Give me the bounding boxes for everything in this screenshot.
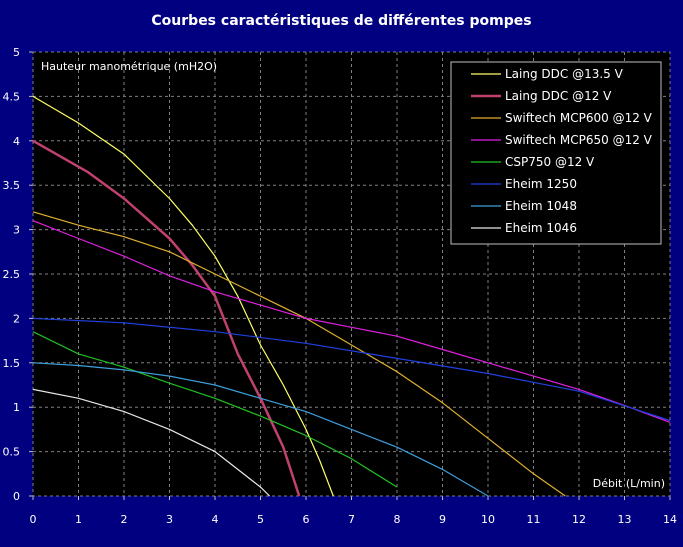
y-tick-label: 2 (13, 312, 20, 325)
series-line-1 (32, 139, 301, 497)
y-tick-label: 4.5 (3, 90, 21, 103)
legend-box (450, 61, 662, 245)
x-tick-label: 11 (527, 513, 541, 526)
x-tick-label: 0 (30, 513, 37, 526)
legend-label: Swiftech MCP650 @12 V (505, 133, 653, 147)
x-tick-label: 13 (618, 513, 632, 526)
series-line-3 (32, 220, 671, 423)
legend-label: Swiftech MCP600 @12 V (505, 111, 653, 125)
x-tick-label: 5 (257, 513, 264, 526)
y-tick-label: 4 (13, 135, 20, 148)
x-tick-label: 6 (303, 513, 310, 526)
legend-label: CSP750 @12 V (505, 155, 595, 169)
y-tick-label: 0.5 (3, 446, 21, 459)
y-tick-label: 1 (13, 401, 20, 414)
x-tick-label: 12 (572, 513, 586, 526)
series-line-6 (32, 362, 489, 497)
series-line-4 (32, 331, 398, 488)
y-axis-label: Hauteur manométrique (mH2O) (41, 60, 217, 73)
y-tick-label: 1.5 (3, 357, 21, 370)
x-tick-label: 4 (212, 513, 219, 526)
x-tick-label: 1 (75, 513, 82, 526)
x-tick-label: 10 (481, 513, 495, 526)
y-tick-label: 3 (13, 224, 20, 237)
x-tick-label: 14 (663, 513, 677, 526)
y-tick-label: 2.5 (3, 268, 21, 281)
x-tick-label: 2 (121, 513, 128, 526)
y-tick-label: 5 (13, 46, 20, 59)
x-axis-label: Débit (L/min) (593, 477, 665, 490)
chart-title: Courbes caractéristiques de différentes … (151, 13, 531, 29)
x-tick-label: 3 (166, 513, 173, 526)
series-line-5 (32, 317, 671, 422)
legend-label: Laing DDC @13.5 V (505, 67, 624, 81)
y-tick-label: 0 (13, 490, 20, 503)
legend-label: Laing DDC @12 V (505, 89, 612, 103)
legend-label: Eheim 1048 (505, 199, 577, 213)
y-tick-label: 3.5 (3, 179, 21, 192)
series-line-0 (32, 95, 334, 497)
legend-label: Eheim 1250 (505, 177, 577, 191)
series-line-7 (32, 388, 271, 497)
series-group (32, 95, 671, 497)
axes: 0 1 2 3 4 5 6 7 8 9 10 11 12 13 1400.511.522.533.544.5… (3, 46, 678, 526)
x-tick-label: 7 (348, 513, 355, 526)
legend: Laing DDC @13.5 V Laing DDC @12 V Swiftech… (450, 61, 662, 245)
plot-border (32, 51, 671, 497)
x-tick-label: 8 (394, 513, 401, 526)
x-tick-label: 9 (439, 513, 446, 526)
legend-label: Eheim 1046 (505, 221, 577, 235)
